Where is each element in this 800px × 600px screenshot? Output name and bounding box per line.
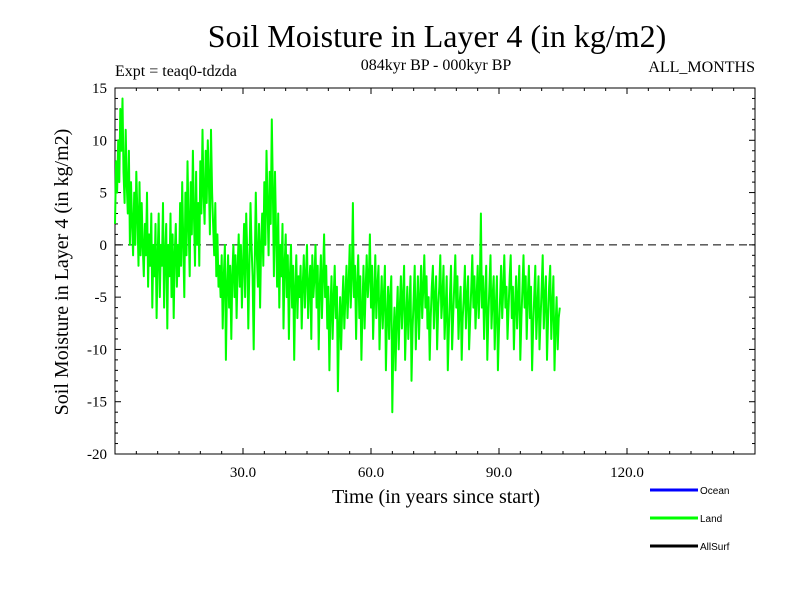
y-tick-label: 0: [100, 238, 108, 254]
x-axis-label: Time (in years since start): [332, 486, 540, 508]
y-tick-label: -10: [87, 342, 107, 358]
x-tick-label: 30.0: [230, 465, 256, 481]
y-tick-label: 15: [92, 81, 107, 97]
y-tick-label: -5: [95, 290, 108, 306]
x-tick-label: 90.0: [486, 465, 512, 481]
experiment-label: Expt = teaq0-tdzda: [115, 63, 237, 80]
chart-title: Soil Moisture in Layer 4 (in kg/m2): [208, 18, 667, 54]
legend-label-ocean: Ocean: [700, 486, 729, 497]
y-tick-label: -15: [87, 395, 107, 411]
y-tick-label: -20: [87, 447, 107, 463]
x-axis: 30.0 60.0 90.0 120.0: [135, 88, 735, 481]
legend-label-land: Land: [700, 514, 722, 525]
series-line-land: [114, 97, 561, 414]
y-tick-label: 10: [92, 133, 107, 149]
legend: Ocean Land AllSurf: [650, 486, 730, 553]
y-tick-label: 5: [100, 186, 108, 202]
x-tick-label: 120.0: [610, 465, 644, 481]
x-tick-label: 60.0: [358, 465, 384, 481]
y-axis-label: Soil Moisture in Layer 4 (in kg/m2): [51, 129, 73, 416]
series-group: [114, 97, 561, 414]
period-label: 084kyr BP - 000kyr BP: [361, 57, 512, 74]
months-label: ALL_MONTHS: [648, 59, 755, 76]
legend-label-allsurf: AllSurf: [700, 542, 730, 553]
